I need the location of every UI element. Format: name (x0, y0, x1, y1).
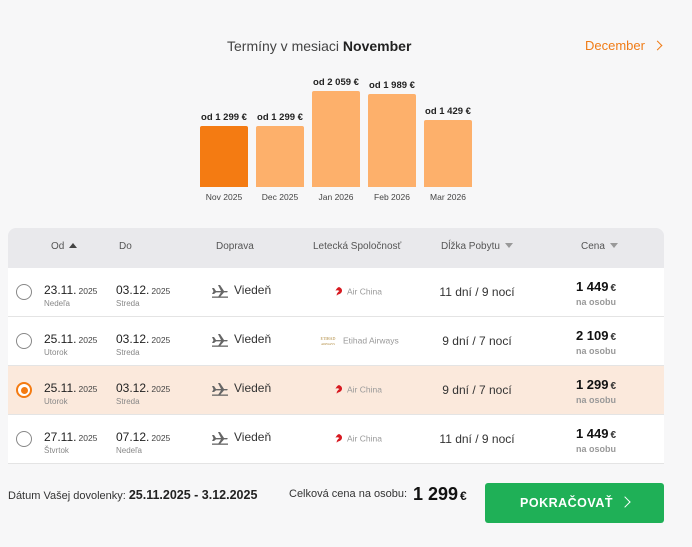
bar-price-label: od 1 989 € (369, 80, 415, 91)
bar-price-label: od 1 299 € (201, 112, 247, 123)
stay-length: 9 dní / 7 nocí (442, 334, 512, 348)
from-date: 27.11. 2025 Štvrtok (44, 430, 98, 455)
price-cell: 1 449 € na osobu (575, 279, 617, 307)
col-from-header[interactable]: Od (51, 241, 78, 252)
airplane-icon (212, 431, 228, 445)
bar-month-label: Feb 2026 (374, 192, 410, 202)
price-bar[interactable] (200, 126, 248, 187)
footer-bar: Dátum Vašej dovolenky: 25.11.2025 - 3.12.… (0, 483, 692, 523)
departures-table: Od Do Doprava Letecká Spoločnosť Dĺžka P… (8, 228, 664, 464)
airline-cell: ETIHAD AIRWAYS Etihad Airways (317, 335, 399, 347)
airline-cell: Air China (334, 433, 382, 445)
bar-month-label: Mar 2026 (430, 192, 466, 202)
air-china-logo-icon (335, 287, 343, 296)
bar-month-label: Jan 2026 (318, 192, 354, 202)
stay-length: 11 dní / 9 nocí (439, 432, 515, 446)
transport-cell: Viedeň (211, 332, 271, 347)
bar-month-label: Nov 2025 (205, 192, 243, 202)
transport-cell: Viedeň (211, 381, 271, 396)
row-radio[interactable] (16, 333, 32, 349)
holiday-date-summary: Dátum Vašej dovolenky: 25.11.2025 - 3.12.… (8, 488, 258, 502)
bar-month-label: Dec 2025 (261, 192, 299, 202)
price-bar[interactable] (312, 91, 360, 187)
month-header: Termíny v mesiaci November December (0, 36, 692, 60)
table-row[interactable]: 23.11. 2025 Nedeľa 03.12. 2025 Streda Viedeň Ai… (8, 268, 664, 317)
table-row[interactable]: 25.11. 2025 Utorok 03.12. 2025 Streda Viedeň Ai… (8, 366, 664, 415)
col-stay-header[interactable]: Dĺžka Pobytu (441, 241, 513, 252)
holiday-date-value: 25.11.2025 - 3.12.2025 (128, 488, 258, 502)
svg-text:ETIHAD: ETIHAD (321, 336, 336, 341)
from-date: 25.11. 2025 Utorok (44, 381, 98, 406)
monthly-price-bars: od 1 299 € Nov 2025 od 1 299 € Dec 2025 od 2… (0, 0, 692, 210)
to-date: 03.12. 2025 Streda (116, 381, 171, 406)
stay-length: 9 dní / 7 nocí (442, 383, 512, 397)
price-bar[interactable] (256, 126, 304, 187)
page-title: Termíny v mesiaci November (227, 38, 412, 54)
sort-icon (609, 242, 618, 248)
airplane-icon (212, 333, 228, 347)
from-date: 23.11. 2025 Nedeľa (44, 283, 98, 308)
continue-button[interactable]: POKRAČOVAŤ (485, 483, 664, 523)
transport-cell: Viedeň (211, 430, 271, 445)
air-china-logo-icon (335, 434, 343, 443)
col-price-header[interactable]: Cena (581, 241, 618, 252)
price-cell: 1 449 € na osobu (575, 426, 617, 454)
table-header: Od Do Doprava Letecká Spoločnosť Dĺžka P… (8, 228, 664, 268)
from-date: 25.11. 2025 Utorok (44, 332, 98, 357)
svg-text:AIRWAYS: AIRWAYS (321, 342, 335, 346)
bar-price-label: od 1 429 € (425, 106, 471, 117)
airplane-icon (212, 382, 228, 396)
col-to-header[interactable]: Do (119, 241, 132, 252)
col-transport-header[interactable]: Doprava (216, 241, 254, 252)
to-date: 03.12. 2025 Streda (116, 283, 171, 308)
sort-asc-icon (69, 242, 78, 248)
chevron-right-icon (619, 496, 631, 508)
price-cell: 1 299 € na osobu (575, 377, 617, 405)
to-date: 03.12. 2025 Streda (116, 332, 171, 357)
total-price-value: 1 299 € (413, 484, 467, 504)
to-date: 07.12. 2025 Nedeľa (116, 430, 171, 455)
airline-cell: Air China (334, 384, 382, 396)
row-radio[interactable] (16, 382, 32, 398)
stay-length: 11 dní / 9 nocí (439, 285, 515, 299)
table-body: 23.11. 2025 Nedeľa 03.12. 2025 Streda Viedeň Ai… (8, 268, 664, 464)
price-bar[interactable] (368, 94, 416, 187)
price-bar[interactable] (424, 120, 472, 187)
bar-price-label: od 1 299 € (257, 112, 303, 123)
price-cell: 2 109 € na osobu (575, 328, 617, 356)
next-month-link[interactable]: December (585, 38, 663, 53)
row-radio[interactable] (16, 284, 32, 300)
title-month: November (342, 38, 412, 54)
sort-icon (504, 242, 513, 248)
total-price-label: Celková cena na osobu: (289, 488, 408, 500)
bar-price-label: od 2 059 € (313, 77, 359, 88)
row-radio[interactable] (16, 431, 32, 447)
airplane-icon (212, 284, 228, 298)
transport-cell: Viedeň (211, 283, 271, 298)
airline-cell: Air China (334, 286, 382, 298)
col-airline-header[interactable]: Letecká Spoločnosť (313, 241, 402, 252)
table-row[interactable]: 25.11. 2025 Utorok 03.12. 2025 Streda Viedeň ET… (8, 317, 664, 366)
table-row[interactable]: 27.11. 2025 Štvrtok 07.12. 2025 Nedeľa Viedeň A… (8, 415, 664, 464)
air-china-logo-icon (335, 385, 343, 394)
